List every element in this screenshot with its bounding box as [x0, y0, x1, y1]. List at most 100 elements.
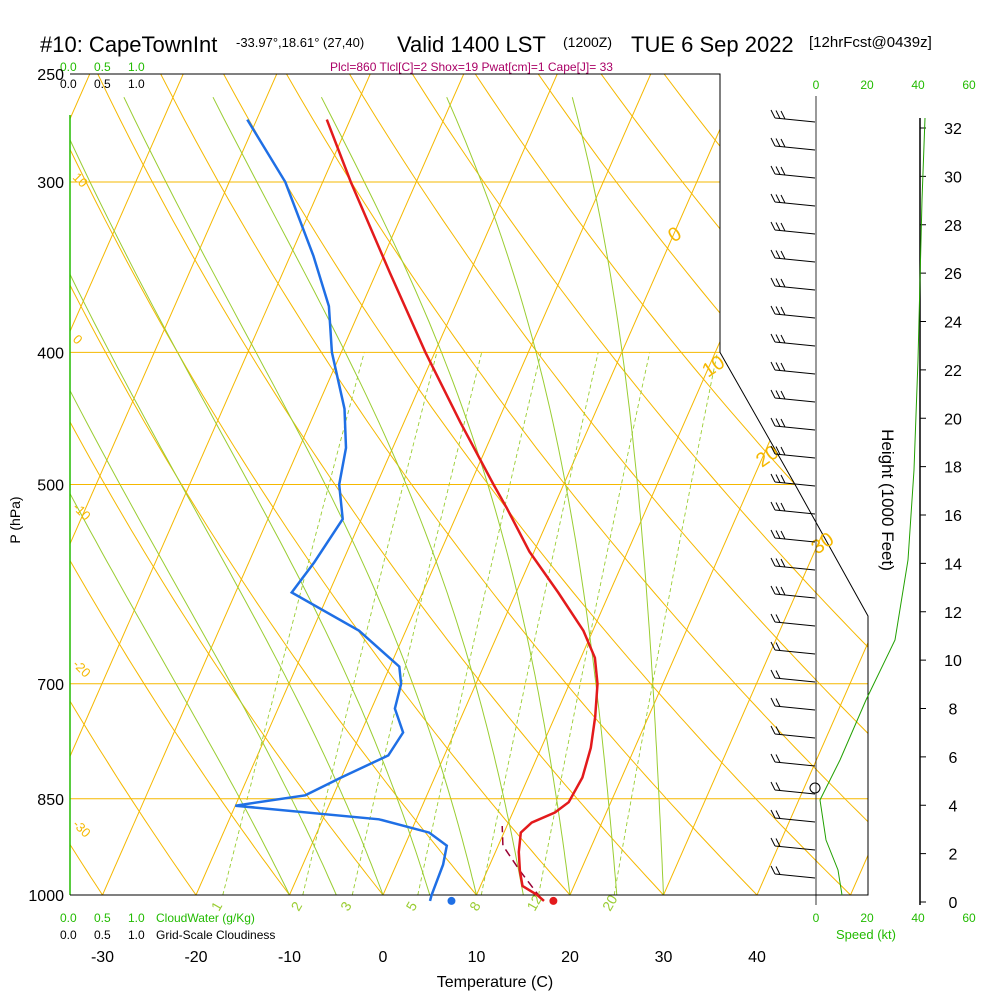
isotherm-line [741, 74, 868, 895]
temperature-tick-label: -30 [91, 949, 114, 966]
wind-barb-flag [780, 530, 786, 540]
dry-adiabat-line [458, 74, 868, 895]
isotherm-line [70, 74, 393, 895]
temperature-tick-label: 0 [379, 949, 388, 966]
wind-barb-staff [774, 173, 816, 179]
temperature-tick-label: 40 [748, 949, 766, 966]
wind-barb-flag [780, 362, 786, 372]
temperature-tick-label: -10 [278, 949, 301, 966]
station-title: #10: CapeTownInt [40, 32, 217, 57]
isotherm-label: 20 [752, 441, 783, 472]
wind-barb-staff [774, 145, 816, 151]
wind-barb-flag [780, 558, 786, 568]
valid-time: Valid 1400 LST [397, 32, 546, 57]
mixing-ratio-label: 2 [288, 899, 306, 914]
isotherm-line [460, 74, 860, 895]
pressure-tick-label: 1000 [28, 888, 64, 905]
wind-barb-staff [774, 761, 816, 767]
cloud-scale-bottom: 0.0 0.5 1.0 CloudWater (g/Kg) 0.0 0.5 1.… [60, 911, 275, 942]
valid-date: TUE 6 Sep 2022 [631, 32, 794, 57]
mixing-ratio-line [613, 352, 718, 895]
wind-barb-flag [770, 669, 776, 679]
wind-barb-flag [770, 473, 776, 483]
wind-barb-staff [774, 565, 816, 571]
wind-barb-staff [774, 201, 816, 207]
wind-barb-flag [770, 725, 776, 735]
wind-barb-staff [774, 397, 816, 403]
wind-barb-flag [770, 249, 776, 259]
wind-barb-flag [770, 389, 776, 399]
dry-adiabat-line [85, 74, 670, 895]
speed-tick-top: 20 [860, 78, 874, 92]
wind-barb-flag [780, 194, 786, 204]
mixing-ratio-label: 3 [337, 899, 355, 914]
cloud-scale-bottom-black-0: 0.0 [60, 928, 77, 942]
wind-barb-flag [775, 362, 781, 371]
wind-barb-flag [770, 865, 776, 875]
wind-barb-flag [780, 110, 786, 120]
wind-barb-staff [774, 341, 816, 347]
wind-speed-trace [819, 117, 926, 896]
wind-barb-flag [780, 586, 786, 596]
moist-adiabat-line [70, 97, 337, 895]
wind-barb-flag [770, 417, 776, 427]
moist-adiabat-line [123, 96, 477, 895]
cloud-scale-bottom-black-2: 1.0 [128, 928, 145, 942]
wind-barb-flag [775, 502, 781, 511]
pressure-tick-label: 400 [37, 345, 64, 362]
cloud-scale-bottom-green-1: 0.5 [94, 911, 111, 925]
wind-barb-flag [775, 250, 781, 259]
mixing-ratio-line [480, 352, 599, 895]
pressure-tick-label: 250 [37, 67, 64, 84]
moist-adiabat-line [446, 97, 618, 895]
station-coords: -33.97°,18.61° (27,40) [236, 35, 364, 50]
wind-barb-flag [775, 838, 781, 847]
forecast-info: [12hrFcst@0439z] [809, 34, 932, 51]
dry-adiabat-line [70, 74, 576, 895]
wind-barb-flag [775, 278, 781, 287]
wind-barb-staff [774, 789, 816, 795]
wind-barb-staff [774, 369, 816, 375]
temperature-tick-label: -20 [184, 949, 207, 966]
wind-barb-flag [775, 530, 781, 539]
wind-barb-flag [770, 529, 776, 539]
surface-temperature-dot [549, 896, 558, 905]
wind-barb-flag [775, 474, 781, 483]
wind-barb-flag [770, 109, 776, 119]
height-tick-label: 26 [944, 266, 962, 283]
cloudiness-label: Grid-Scale Cloudiness [156, 928, 275, 942]
dry-adiabat-label: -30 [70, 817, 94, 841]
stability-indices: Plcl=860 Tlcl[C]=2 Shox=19 Pwat[cm]=1 Ca… [330, 60, 613, 74]
wind-barb-flag [780, 334, 786, 344]
wind-barb-flag [770, 641, 776, 651]
height-tick-label: 8 [949, 702, 958, 719]
cloud-scale-top-green-1: 0.5 [94, 60, 111, 74]
wind-barb-flag [775, 670, 781, 679]
speed-tick-top: 0 [813, 78, 820, 92]
wind-barb-flag [770, 557, 776, 567]
wind-barb-staff [774, 257, 816, 263]
wind-barb-flag [770, 333, 776, 343]
wind-barb-flag [780, 166, 786, 176]
dewpoint-profile [235, 118, 449, 902]
wind-barb-flag [770, 613, 776, 623]
wind-barb-flag [770, 165, 776, 175]
wind-barb-flag [780, 390, 786, 400]
moist-adiabat-line [70, 97, 384, 895]
pressure-tick-label: 700 [37, 677, 64, 694]
wind-barb-staff [774, 537, 816, 543]
wind-barb-flag [775, 754, 781, 763]
mixing-ratio-label: 5 [403, 899, 421, 914]
height-tick-label: 0 [949, 895, 958, 912]
wind-barb-flag [775, 306, 781, 315]
dry-adiabat-line [583, 74, 868, 895]
wind-barb-staff [774, 285, 816, 291]
wind-barb-flag [775, 614, 781, 623]
wind-barb-flag [780, 278, 786, 288]
speed-tick-bottom: 60 [962, 911, 976, 925]
dry-adiabat-label: -20 [70, 657, 94, 681]
moist-adiabat-line [70, 96, 431, 895]
wind-barb-staff [774, 481, 816, 487]
isotherm-line [86, 74, 486, 895]
